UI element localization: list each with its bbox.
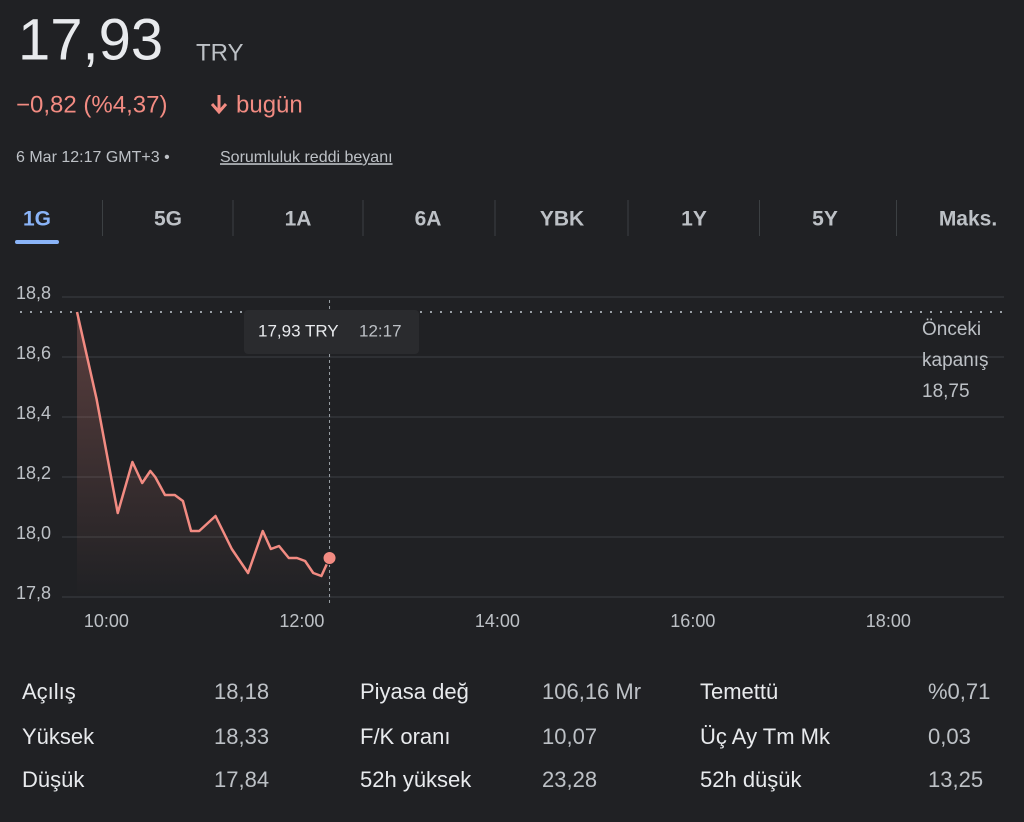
change-period: bugün xyxy=(236,91,303,118)
tab[interactable]: 1Y xyxy=(681,208,707,231)
y-tick-label: 18,6 xyxy=(16,343,51,363)
stat-label: F/K oranı xyxy=(360,724,450,749)
stat-value: 17,84 xyxy=(214,767,269,792)
disclaimer-link[interactable]: Sorumluluk reddi beyanı xyxy=(220,149,393,166)
last-point xyxy=(322,551,337,565)
stat-value: 0,03 xyxy=(928,724,971,749)
tooltip-price: 17,93 TRY xyxy=(258,321,339,340)
y-tick-label: 18,2 xyxy=(16,463,51,483)
stat-label: 52h yüksek xyxy=(360,767,472,792)
previous-close-title: Önceki kapanış xyxy=(922,319,989,371)
stat-label: Üç Ay Tm Mk xyxy=(700,724,831,749)
stat-value: 18,18 xyxy=(214,679,269,704)
price-line xyxy=(75,311,331,578)
stat-label: Piyasa değ xyxy=(360,679,469,704)
tab[interactable]: 6A xyxy=(415,208,442,231)
stat-value: 13,25 xyxy=(928,767,983,792)
y-tick-label: 18,8 xyxy=(16,283,51,303)
tab[interactable]: 5G xyxy=(154,208,182,231)
y-tick-label: 17,8 xyxy=(16,583,51,603)
tab[interactable]: Maks. xyxy=(939,208,997,231)
price-change: −0,82 (%4,37) xyxy=(16,91,167,118)
stat-value: %0,71 xyxy=(928,679,990,704)
stat-value: 10,07 xyxy=(542,724,597,749)
tab[interactable]: 1A xyxy=(285,208,312,231)
x-tick-label: 14:00 xyxy=(475,611,520,631)
stat-label: Düşük xyxy=(22,767,85,792)
y-tick-label: 18,4 xyxy=(16,403,51,423)
stat-label: Yüksek xyxy=(22,724,95,749)
x-tick-label: 12:00 xyxy=(279,611,324,631)
previous-close-value: 18,75 xyxy=(922,381,970,402)
x-tick-label: 18:00 xyxy=(866,611,911,631)
stat-label: Temettü xyxy=(700,679,778,704)
tooltip xyxy=(244,310,419,354)
previous-close-label: Önceki kapanış 18,75 xyxy=(922,314,1012,407)
stat-value: 23,28 xyxy=(542,767,597,792)
tab[interactable]: 1G xyxy=(23,208,51,231)
y-tick-label: 18,0 xyxy=(16,523,51,543)
x-tick-label: 16:00 xyxy=(670,611,715,631)
x-tick-label: 10:00 xyxy=(84,611,129,631)
price: 17,93 xyxy=(18,7,163,72)
tooltip-time: 12:17 xyxy=(359,321,402,340)
currency: TRY xyxy=(196,39,244,66)
area xyxy=(77,312,330,597)
stat-value: 18,33 xyxy=(214,724,269,749)
stat-label: 52h düşük xyxy=(700,767,803,792)
timestamp: 6 Mar 12:17 GMT+3 • xyxy=(16,149,170,166)
stat-value: 106,16 Mr xyxy=(542,679,641,704)
tab[interactable]: 5Y xyxy=(812,208,838,231)
down-arrow-icon xyxy=(210,95,228,115)
tab-indicator xyxy=(15,240,59,244)
stat-label: Açılış xyxy=(22,679,76,704)
tab[interactable]: YBK xyxy=(540,208,584,231)
